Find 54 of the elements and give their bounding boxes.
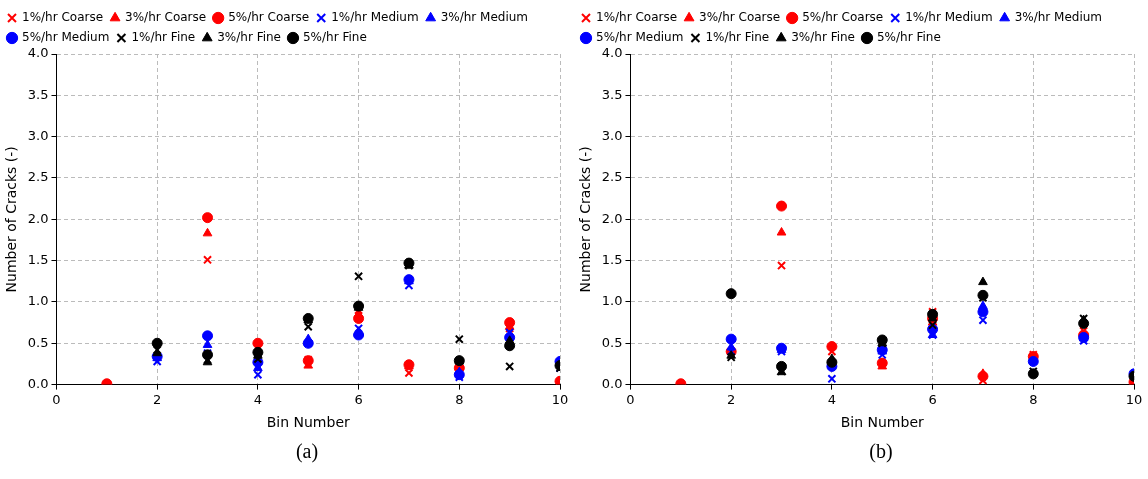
x-tick-label: 10 bbox=[551, 391, 569, 407]
y-tick-label: 0.0 bbox=[601, 375, 623, 391]
y-tick-label: 4.0 bbox=[27, 45, 49, 61]
legend-label: 1%/hr Medium bbox=[905, 10, 993, 25]
x-tick-label: 2 bbox=[153, 391, 162, 407]
y-tick-label: 1.5 bbox=[27, 252, 49, 267]
text: (a) bbox=[294, 440, 320, 463]
y-tick-label: 1.0 bbox=[601, 293, 623, 309]
x-tick-label: 0 bbox=[52, 391, 61, 407]
x-tick-label: 4 bbox=[253, 391, 263, 407]
legend-label: 1%/hr Coarse bbox=[596, 10, 678, 25]
legend-label: 5%/hr Coarse bbox=[228, 10, 310, 25]
legend-label: 5%/hr Medium bbox=[596, 30, 684, 45]
y-tick-label: 2.5 bbox=[27, 169, 49, 185]
y-tick-label: 0.0 bbox=[27, 375, 49, 391]
legend-label: 3%/hr Medium bbox=[1014, 10, 1103, 25]
y-axis-title: Number of Cracks (-) bbox=[3, 146, 20, 293]
y-tick-label: 4.0 bbox=[601, 45, 623, 61]
y-tick-label: 0.5 bbox=[27, 334, 49, 350]
x-tick-label: 8 bbox=[1029, 391, 1038, 407]
y-tick-label: 1.0 bbox=[27, 293, 49, 309]
legend-label: 5%/hr Fine bbox=[876, 30, 941, 45]
x-axis-title: Bin Number bbox=[840, 414, 925, 431]
y-tick-label: 3.0 bbox=[27, 128, 49, 144]
legend-label: 3%/hr Coarse bbox=[699, 10, 781, 25]
y-tick-label: 2.5 bbox=[601, 169, 623, 185]
x-tick-label: 6 bbox=[928, 391, 937, 407]
legend-label: 5%/hr Medium bbox=[22, 30, 110, 45]
x-tick-label: 8 bbox=[455, 391, 464, 407]
x-tick-label: 10 bbox=[1125, 391, 1143, 407]
y-tick-label: 0.5 bbox=[601, 334, 623, 350]
legend-label: 3%/hr Fine bbox=[791, 30, 855, 45]
legend-label: 3%/hr Fine bbox=[217, 30, 281, 45]
y-tick-label: 1.5 bbox=[601, 252, 623, 267]
legend-label: 5%/hr Fine bbox=[302, 30, 367, 45]
y-tick-label: 3.5 bbox=[601, 86, 623, 102]
x-tick-label: 6 bbox=[354, 391, 363, 407]
legend-label: 5%/hr Coarse bbox=[802, 10, 884, 25]
y-tick-label: 3.0 bbox=[601, 128, 623, 144]
legend-label: 1%/hr Medium bbox=[331, 10, 419, 25]
y-tick-label: 2.0 bbox=[27, 210, 49, 226]
y-tick-label: 3.5 bbox=[27, 86, 49, 102]
x-axis-title: Bin Number bbox=[266, 414, 351, 431]
x-tick-label: 4 bbox=[827, 391, 837, 407]
x-tick-label: 2 bbox=[727, 391, 736, 407]
legend-label: 3%/hr Medium bbox=[440, 10, 529, 25]
legend-label: 1%/hr Fine bbox=[131, 30, 196, 45]
legend-label: 3%/hr Coarse bbox=[125, 10, 207, 25]
y-axis-title: Number of Cracks (-) bbox=[577, 146, 594, 293]
x-tick-label: 0 bbox=[626, 391, 635, 407]
legend-label: 1%/hr Fine bbox=[705, 30, 770, 45]
text: (b) bbox=[868, 440, 894, 463]
legend-label: 1%/hr Coarse bbox=[22, 10, 104, 25]
y-tick-label: 2.0 bbox=[601, 210, 623, 226]
